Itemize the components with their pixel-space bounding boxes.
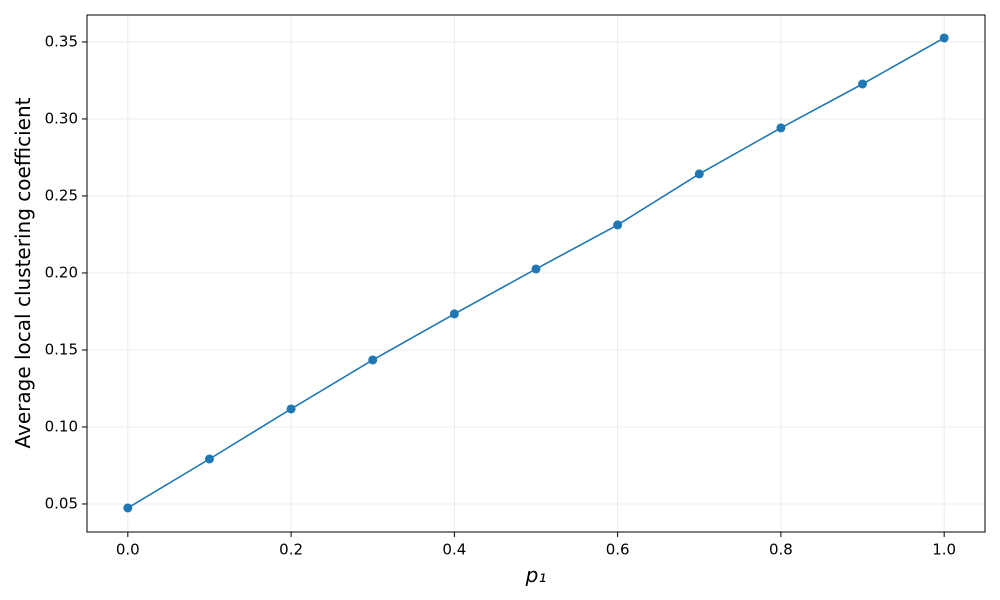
y-axis-label: Average local clustering coefficient (11, 97, 35, 448)
x-tick-label: 0.4 (442, 541, 466, 559)
y-tick-label: 0.20 (45, 263, 78, 281)
x-tick-label: 0.0 (116, 541, 140, 559)
plot-frame (86, 14, 986, 533)
y-tick-label: 0.25 (45, 186, 78, 204)
data-point (939, 33, 949, 43)
y-tick-label: 0.30 (45, 109, 78, 127)
data-point (531, 264, 541, 274)
x-tick-label: 0.6 (606, 541, 630, 559)
x-tick-label: 0.8 (769, 541, 793, 559)
y-tick-label: 0.10 (45, 417, 78, 435)
y-tick-label: 0.35 (45, 32, 78, 50)
x-axis-label: p₁ (525, 563, 547, 587)
data-point (694, 169, 704, 179)
data-point (858, 79, 868, 89)
y-tick-label: 0.15 (45, 340, 78, 358)
y-tick-label: 0.05 (45, 494, 78, 512)
data-point (449, 309, 459, 319)
data-point (204, 454, 214, 464)
data-point (368, 355, 378, 365)
data-point (286, 404, 296, 414)
data-point (776, 123, 786, 133)
x-tick-label: 1.0 (932, 541, 956, 559)
x-tick-label: 0.2 (279, 541, 303, 559)
data-point (123, 503, 133, 513)
data-point (613, 220, 623, 230)
